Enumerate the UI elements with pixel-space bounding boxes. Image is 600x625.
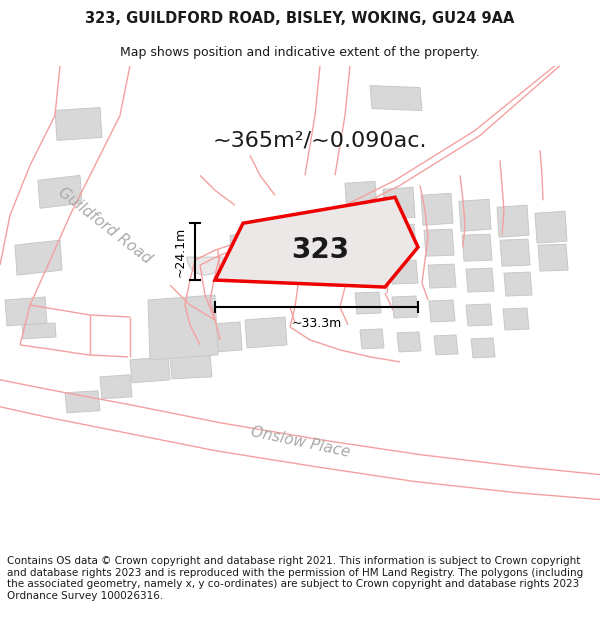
Polygon shape: [360, 329, 384, 349]
Text: ~33.3m: ~33.3m: [292, 317, 341, 330]
Text: 323: 323: [291, 236, 349, 264]
Polygon shape: [100, 375, 132, 399]
Polygon shape: [535, 211, 567, 243]
Polygon shape: [500, 239, 530, 266]
Polygon shape: [503, 308, 529, 330]
Polygon shape: [280, 220, 328, 270]
Polygon shape: [424, 229, 454, 256]
Polygon shape: [538, 244, 568, 271]
Polygon shape: [497, 205, 529, 237]
Text: ~24.1m: ~24.1m: [174, 226, 187, 277]
Polygon shape: [429, 300, 455, 322]
Polygon shape: [345, 181, 377, 213]
Text: ~365m²/~0.090ac.: ~365m²/~0.090ac.: [213, 131, 427, 151]
Polygon shape: [459, 199, 491, 231]
Polygon shape: [215, 198, 418, 287]
Wedge shape: [187, 257, 223, 275]
Polygon shape: [466, 268, 494, 292]
Polygon shape: [348, 219, 378, 246]
Polygon shape: [504, 272, 532, 296]
Polygon shape: [65, 391, 100, 412]
Text: Guildford Road: Guildford Road: [55, 184, 155, 266]
Polygon shape: [471, 338, 495, 358]
Polygon shape: [200, 322, 242, 353]
Polygon shape: [434, 335, 458, 355]
Polygon shape: [355, 292, 381, 314]
Polygon shape: [390, 260, 418, 284]
Polygon shape: [428, 264, 456, 288]
Text: 323, GUILDFORD ROAD, BISLEY, WOKING, GU24 9AA: 323, GUILDFORD ROAD, BISLEY, WOKING, GU2…: [85, 11, 515, 26]
Text: Map shows position and indicative extent of the property.: Map shows position and indicative extent…: [120, 46, 480, 59]
Polygon shape: [15, 240, 62, 275]
Polygon shape: [38, 176, 82, 208]
Polygon shape: [55, 107, 102, 141]
Polygon shape: [148, 295, 218, 360]
Polygon shape: [462, 234, 492, 261]
Polygon shape: [392, 296, 418, 318]
Polygon shape: [230, 230, 278, 280]
Polygon shape: [22, 323, 56, 339]
Polygon shape: [170, 355, 212, 379]
Polygon shape: [421, 193, 453, 225]
Polygon shape: [383, 188, 415, 219]
Polygon shape: [397, 332, 421, 352]
Polygon shape: [466, 304, 492, 326]
Text: Contains OS data © Crown copyright and database right 2021. This information is : Contains OS data © Crown copyright and d…: [7, 556, 583, 601]
Polygon shape: [352, 256, 380, 280]
Polygon shape: [5, 297, 47, 326]
Text: Onslow Place: Onslow Place: [249, 424, 351, 459]
Polygon shape: [386, 224, 416, 251]
Polygon shape: [370, 86, 422, 111]
Polygon shape: [245, 317, 287, 348]
Polygon shape: [130, 357, 170, 383]
